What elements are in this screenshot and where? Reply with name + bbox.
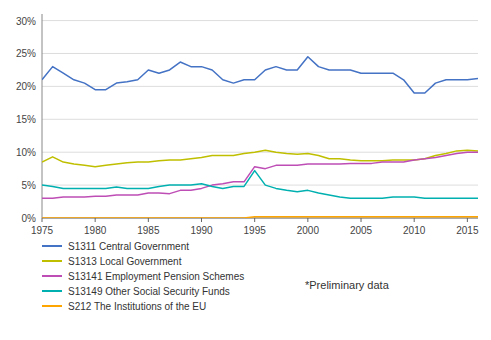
- x-tick: [254, 218, 255, 222]
- x-tick: [467, 218, 468, 222]
- grid-line: [42, 86, 478, 87]
- x-tick: [95, 218, 96, 222]
- x-tick-label: 1980: [84, 225, 107, 236]
- y-tick-label: 20%: [16, 81, 36, 92]
- x-tick-label: 1985: [137, 225, 160, 236]
- y-tick-label: 10%: [16, 147, 36, 158]
- x-tick: [148, 218, 149, 222]
- x-axis-line: [42, 218, 478, 219]
- x-tick-label: 2015: [456, 225, 479, 236]
- legend-label: S1311 Central Government: [68, 241, 189, 252]
- y-axis-line: [42, 14, 43, 218]
- legend-swatch: [42, 245, 62, 247]
- x-tick-label: 1995: [244, 225, 267, 236]
- y-grid: [42, 21, 478, 218]
- legend-swatch: [42, 305, 62, 307]
- y-tick-label: 5%: [22, 180, 37, 191]
- legend-label: S212 The Institutions of the EU: [68, 301, 206, 312]
- legend-swatch: [42, 260, 62, 262]
- legend-label: S13141 Employment Pension Schemes: [68, 271, 244, 282]
- legend-swatch: [42, 275, 62, 277]
- legend-label: S13149 Other Social Security Funds: [68, 286, 230, 297]
- x-tick: [414, 218, 415, 222]
- grid-line: [42, 218, 478, 219]
- grid-line: [42, 185, 478, 186]
- series-line: [42, 171, 478, 199]
- series-line: [42, 150, 478, 166]
- y-tick-label: 30%: [16, 16, 36, 27]
- x-tick-label: 2000: [297, 225, 320, 236]
- x-tick-label: 1975: [31, 225, 54, 236]
- x-tick: [307, 218, 308, 222]
- series-line: [42, 217, 478, 218]
- grid-line: [42, 53, 478, 54]
- y-tick-label: 25%: [16, 48, 36, 59]
- legend-label: S1313 Local Government: [68, 256, 182, 267]
- y-tick-label: 0%: [22, 213, 37, 224]
- x-tick: [361, 218, 362, 222]
- series-line: [42, 152, 478, 198]
- x-tick-label: 2010: [403, 225, 426, 236]
- series-lines: [42, 57, 478, 218]
- grid-line: [42, 20, 478, 21]
- x-tick: [201, 218, 202, 222]
- background: [0, 0, 491, 340]
- grid-line: [42, 119, 478, 120]
- x-tick: [42, 218, 43, 222]
- x-tick-label: 2005: [350, 225, 373, 236]
- x-tick-label: 1990: [190, 225, 213, 236]
- legend: S1311 Central Government S1313 Local Gove…: [42, 241, 244, 312]
- series-line: [42, 57, 478, 93]
- y-tick-label: 15%: [16, 114, 36, 125]
- chart: 0% 5% 10% 15% 20% 25% 30% 1975 1980 1985 1990 1995 2…: [0, 0, 491, 340]
- annotation: *Preliminary data: [305, 279, 390, 291]
- legend-swatch: [42, 290, 62, 292]
